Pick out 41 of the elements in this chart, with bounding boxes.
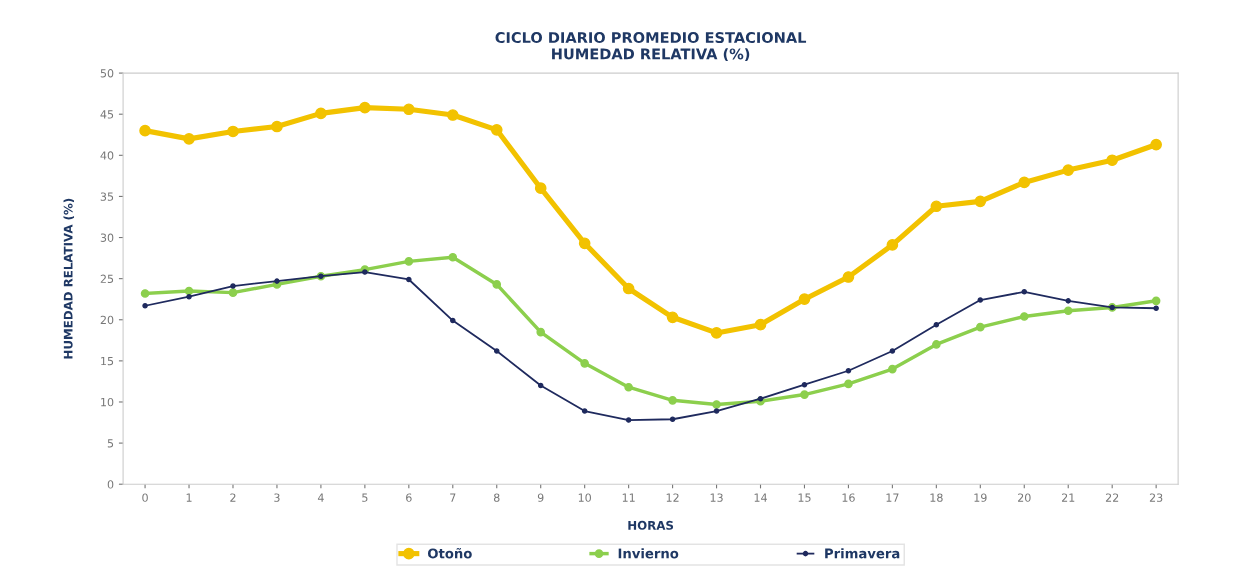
- x-tick-label: 10: [578, 493, 591, 502]
- y-tick-label: 10: [101, 397, 114, 407]
- x-tick-label: 18: [930, 493, 943, 502]
- x-tick-label: 14: [754, 493, 767, 502]
- x-tick-label: 5: [362, 493, 368, 502]
- x-tick-label: 23: [1149, 493, 1163, 502]
- x-tick-label: 13: [710, 493, 723, 502]
- x-tick-label: 22: [1105, 493, 1119, 502]
- y-tick-label: 0: [107, 480, 114, 489]
- x-tick-label: 7: [450, 493, 456, 502]
- chart-title: CICLO DIARIO PROMEDIO ESTACIONAL HUMEDAD RELATIVA (%): [495, 32, 807, 62]
- x-tick-label: 4: [317, 493, 324, 502]
- x-tick-label: 9: [537, 493, 544, 502]
- x-tick-label: 21: [1061, 493, 1075, 502]
- x-tick-label: 0: [142, 493, 148, 502]
- y-tick-label: 45: [100, 110, 114, 119]
- x-tick-label: 20: [1018, 493, 1031, 502]
- x-tick-label: 2: [230, 493, 236, 502]
- legend-label: Primavera: [825, 548, 900, 559]
- x-tick-label: 17: [886, 493, 899, 502]
- x-tick-label: 15: [798, 493, 811, 502]
- x-tick-label: 11: [622, 493, 635, 502]
- x-tick-label: 8: [493, 493, 500, 502]
- x-tick-label: 16: [842, 493, 855, 502]
- y-tick-label: 15: [101, 356, 114, 366]
- y-tick-label: 20: [100, 315, 114, 325]
- legend-label: Invierno: [618, 548, 679, 559]
- y-axis-title: HUMEDAD RELATIVA (%): [63, 198, 75, 359]
- y-tick-label: 50: [100, 69, 114, 78]
- x-tick-label: 3: [274, 493, 280, 502]
- y-tick-label: 40: [100, 151, 114, 160]
- y-tick-label: 5: [107, 439, 114, 448]
- x-tick-label: 12: [666, 493, 679, 502]
- y-tick-label: 30: [100, 233, 114, 242]
- y-tick-label: 25: [100, 274, 114, 284]
- y-tick-label: 35: [100, 192, 114, 201]
- legend-label: Otoño: [427, 547, 472, 559]
- x-tick-label: 6: [406, 493, 412, 502]
- x-axis-title: HORAS: [628, 520, 674, 530]
- x-tick-label: 1: [186, 493, 192, 502]
- x-tick-label: 19: [974, 493, 987, 502]
